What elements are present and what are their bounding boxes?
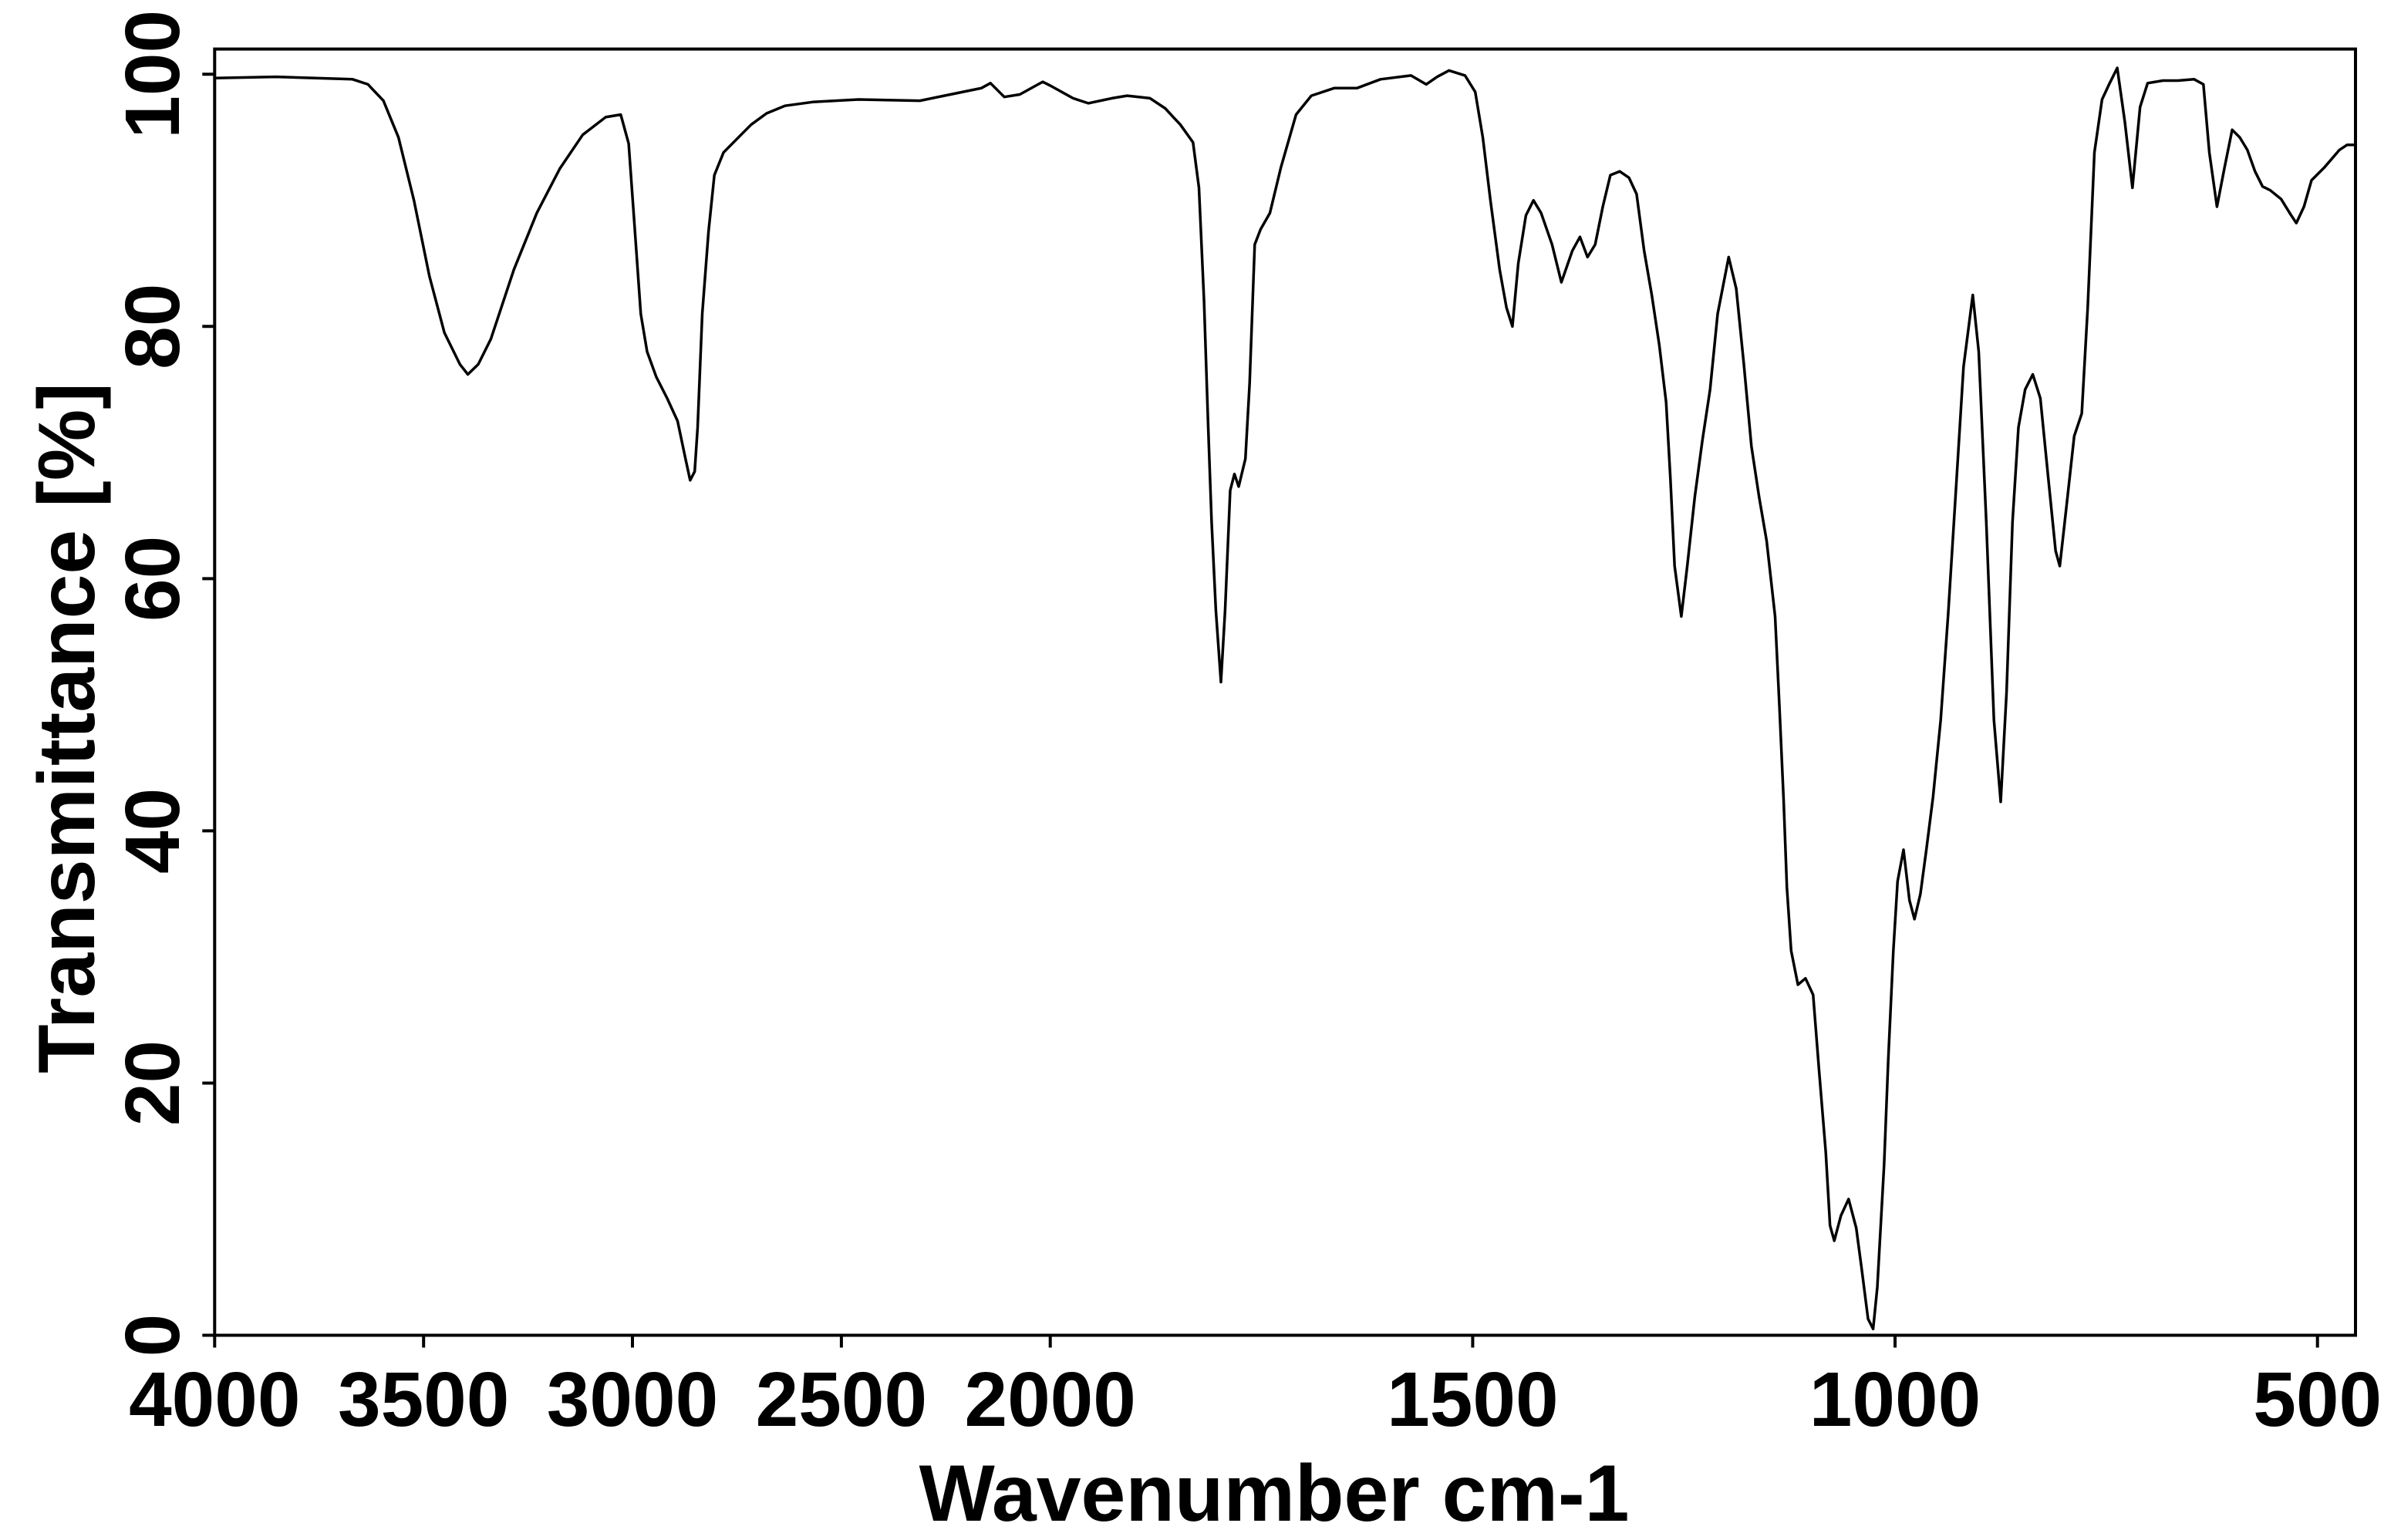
y-axis-ticks: 0 20 40 60 80 100 — [110, 10, 215, 1357]
x-axis-ticks: 4000 3500 3000 2500 2000 1500 1000 500 — [129, 1335, 2382, 1443]
y-axis-title: Transmittance [%] — [22, 382, 112, 1073]
x-tick-label: 4000 — [129, 1356, 300, 1443]
x-tick-label: 2000 — [964, 1356, 1135, 1443]
x-tick-label: 500 — [2253, 1356, 2382, 1443]
x-tick-label: 1500 — [1387, 1356, 1558, 1443]
y-tick-label: 40 — [110, 788, 196, 874]
y-tick-label: 100 — [110, 10, 196, 139]
plot-area — [214, 66, 2355, 1331]
y-tick-label: 80 — [110, 284, 196, 369]
y-tick-label: 60 — [110, 536, 196, 622]
y-tick-label: 0 — [110, 1314, 196, 1357]
plot-frame — [213, 47, 2357, 1337]
x-tick-label: 2500 — [756, 1356, 927, 1443]
x-tick-label: 3500 — [338, 1356, 509, 1443]
x-axis-title: Wavenumber cm-1 — [919, 1449, 1630, 1538]
x-tick-label: 1000 — [1809, 1356, 1981, 1443]
x-tick-label: 3000 — [547, 1356, 718, 1443]
y-tick-label: 20 — [110, 1040, 196, 1126]
spectrum-line — [214, 66, 2355, 1331]
